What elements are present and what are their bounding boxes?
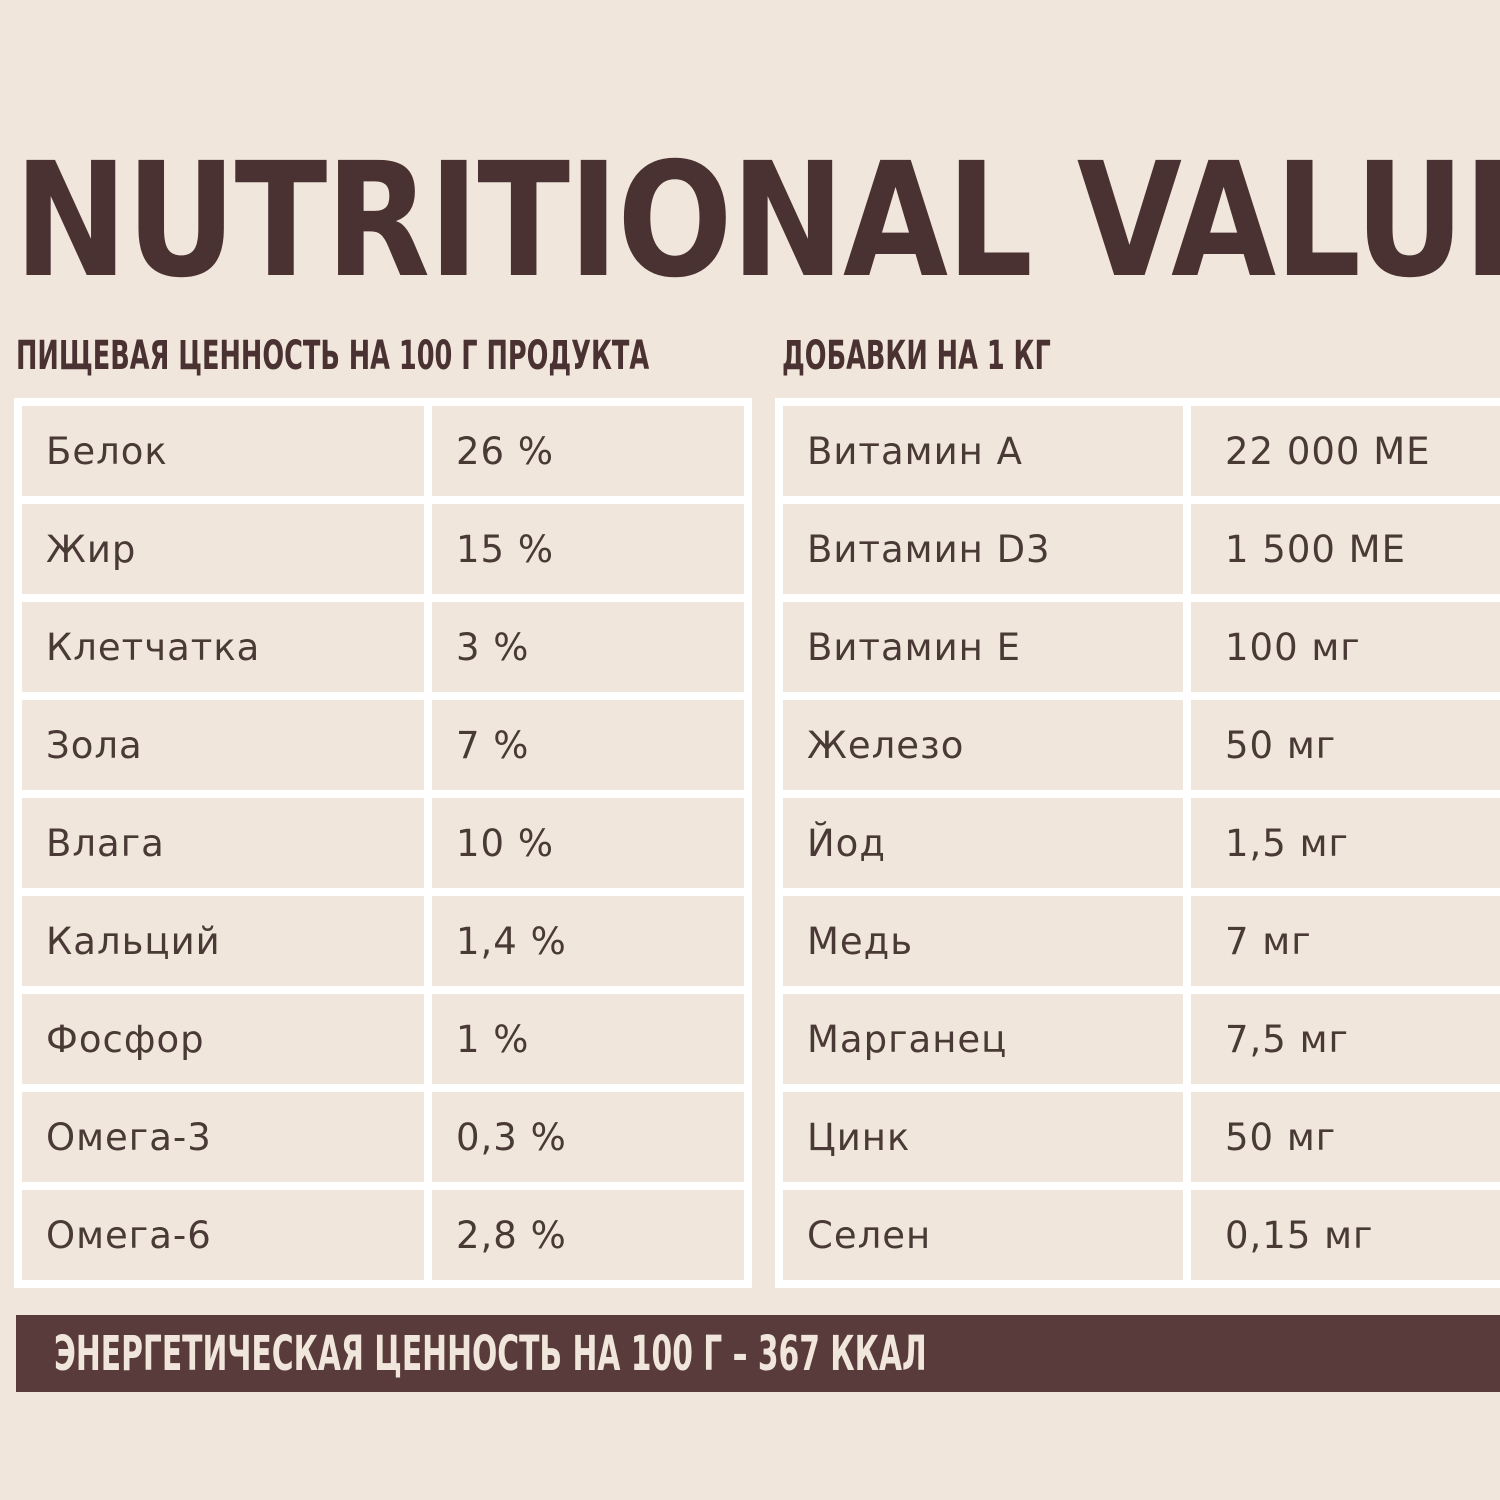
nutrient-name: Кальций [14,888,432,994]
nutrient-name: Жир [14,496,432,602]
table-row: Омега-3 0,3 % [14,1084,752,1190]
table-row: Медь 7 мг [775,888,1500,994]
additive-value: 7,5 мг [1183,986,1500,1092]
additive-name: Йод [775,790,1191,896]
nutrient-value: 2,8 % [424,1182,752,1288]
nutrition-table: Белок 26 % Жир 15 % Клетчатка 3 % Зола 7… [14,398,752,1288]
additive-value: 50 мг [1183,692,1500,798]
additive-name: Марганец [775,986,1191,1092]
additive-value: 1 500 МЕ [1183,496,1500,602]
table-row: Витамин D3 1 500 МЕ [775,496,1500,602]
additive-value: 50 мг [1183,1084,1500,1190]
additive-name: Железо [775,692,1191,798]
nutrient-value: 7 % [424,692,752,798]
nutrient-name: Омега-6 [14,1182,432,1288]
table-row: Витамин А 22 000 МЕ [775,398,1500,504]
additive-value: 100 мг [1183,594,1500,700]
additive-name: Цинк [775,1084,1191,1190]
additive-value: 22 000 МЕ [1183,398,1500,504]
additive-name: Витамин Е [775,594,1191,700]
nutrient-value: 1 % [424,986,752,1092]
nutrient-name: Клетчатка [14,594,432,700]
additive-value: 1,5 мг [1183,790,1500,896]
additives-table: Витамин А 22 000 МЕ Витамин D3 1 500 МЕ … [775,398,1500,1288]
nutrient-value: 0,3 % [424,1084,752,1190]
table-row: Зола 7 % [14,692,752,798]
table-row: Фосфор 1 % [14,986,752,1092]
table-row: Белок 26 % [14,398,752,504]
nutrient-name: Влага [14,790,432,896]
additive-name: Витамин D3 [775,496,1191,602]
additive-name: Витамин А [775,398,1191,504]
table-row: Витамин Е 100 мг [775,594,1500,700]
table-row: Марганец 7,5 мг [775,986,1500,1092]
additive-name: Медь [775,888,1191,994]
nutrient-name: Белок [14,398,432,504]
page-title: NUTRITIONAL VALUE [14,129,1500,313]
table-row: Влага 10 % [14,790,752,896]
nutrient-name: Фосфор [14,986,432,1092]
additives-heading: ДОБАВКИ НА 1 КГ [782,333,1051,379]
table-row: Омега-6 2,8 % [14,1182,752,1288]
table-row: Клетчатка 3 % [14,594,752,700]
nutrient-name: Омега-3 [14,1084,432,1190]
additive-value: 7 мг [1183,888,1500,994]
nutrient-value: 26 % [424,398,752,504]
table-row: Жир 15 % [14,496,752,602]
nutrient-name: Зола [14,692,432,798]
nutrient-value: 15 % [424,496,752,602]
table-row: Селен 0,15 мг [775,1182,1500,1288]
energy-banner: ЭНЕРГЕТИЧЕСКАЯ ЦЕННОСТЬ НА 100 Г – 367 К… [16,1315,1500,1392]
table-row: Кальций 1,4 % [14,888,752,994]
table-row: Йод 1,5 мг [775,790,1500,896]
nutrition-heading: ПИЩЕВАЯ ЦЕННОСТЬ НА 100 Г ПРОДУКТА [16,333,650,379]
table-row: Цинк 50 мг [775,1084,1500,1190]
table-row: Железо 50 мг [775,692,1500,798]
additive-name: Селен [775,1182,1191,1288]
energy-value-text: ЭНЕРГЕТИЧЕСКАЯ ЦЕННОСТЬ НА 100 Г – 367 К… [54,1326,927,1382]
nutrient-value: 10 % [424,790,752,896]
nutrient-value: 1,4 % [424,888,752,994]
additive-value: 0,15 мг [1183,1182,1500,1288]
nutrient-value: 3 % [424,594,752,700]
